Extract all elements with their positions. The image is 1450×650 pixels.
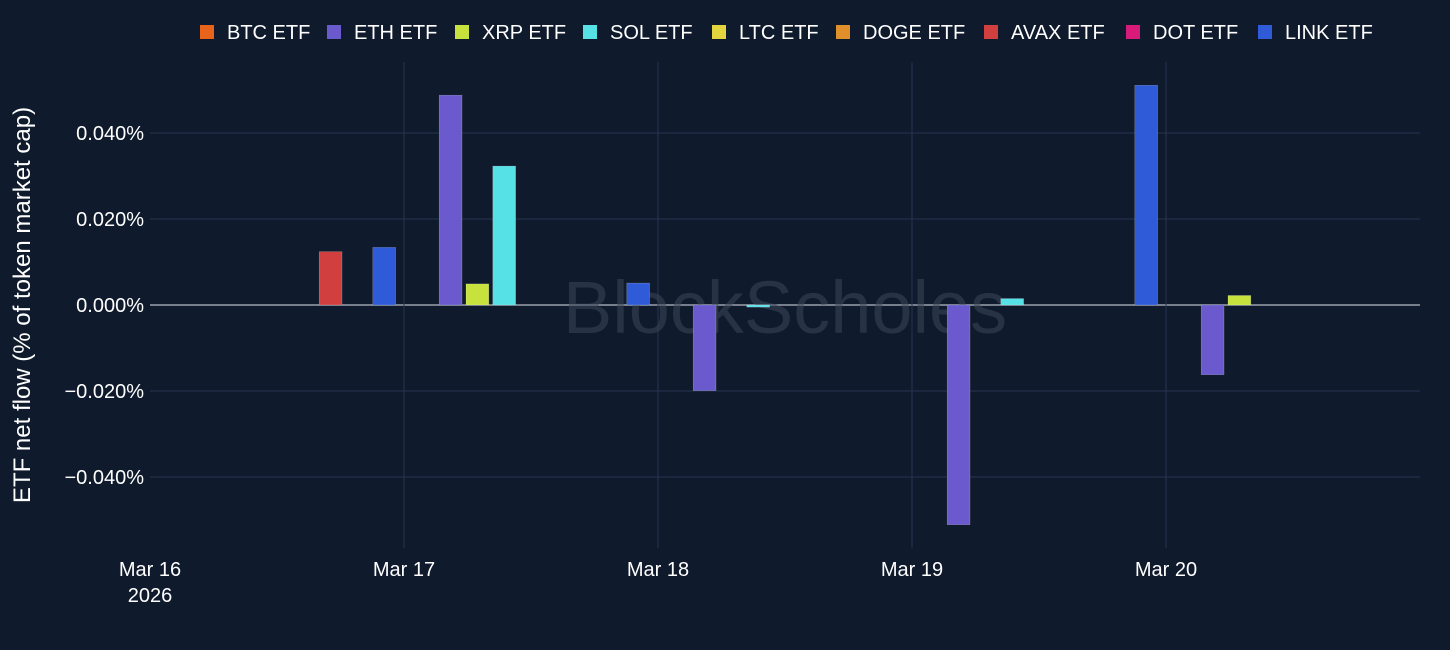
legend-swatch <box>836 25 850 39</box>
legend-item-link-etf[interactable]: LINK ETF <box>1258 22 1373 44</box>
legend[interactable]: BTC ETF ETH ETF XRP ETF SOL ETF LTC ETF DOGE … <box>200 22 1373 44</box>
legend-item-dot-etf[interactable]: DOT ETF <box>1126 22 1238 44</box>
legend-label: XRP ETF <box>482 22 566 44</box>
bar-eth-etf-mar-18[interactable] <box>692 304 717 391</box>
legend-swatch <box>712 25 726 39</box>
bar-sol-etf-mar-19[interactable] <box>1000 298 1024 306</box>
bar-avax-etf-mar-16[interactable] <box>318 251 343 306</box>
legend-swatch <box>455 25 469 39</box>
legend-swatch <box>583 25 597 39</box>
bar-xrp-etf-mar-20[interactable] <box>1227 295 1252 306</box>
legend-label: LINK ETF <box>1285 22 1373 44</box>
bar-eth-etf-mar-17[interactable] <box>438 94 463 306</box>
legend-label: DOT ETF <box>1153 22 1238 44</box>
legend-swatch <box>327 25 341 39</box>
bar-eth-etf-mar-20[interactable] <box>1200 304 1225 375</box>
legend-swatch <box>984 25 998 39</box>
legend-item-ltc-etf[interactable]: LTC ETF <box>712 22 819 44</box>
x-tick-label: Mar 17 <box>373 559 435 581</box>
watermark: BlockScholes <box>563 266 1007 349</box>
legend-label: ETH ETF <box>354 22 437 44</box>
bar-sol-etf-mar-17[interactable] <box>492 165 516 306</box>
y-tick-label: −0.020% <box>64 381 144 403</box>
y-tick-label: −0.040% <box>64 467 144 489</box>
y-tick-label: 0.020% <box>76 209 144 231</box>
legend-item-doge-etf[interactable]: DOGE ETF <box>836 22 965 44</box>
bar-link-etf-mar-16[interactable] <box>372 247 396 306</box>
bars <box>318 85 1252 525</box>
bar-link-etf-mar-17[interactable] <box>626 282 650 306</box>
legend-label: SOL ETF <box>610 22 693 44</box>
y-axis-ticks: −0.040% −0.020% 0.000% 0.020% 0.040% <box>64 123 144 489</box>
legend-swatch <box>1126 25 1140 39</box>
x-tick-label: Mar 19 <box>881 559 943 581</box>
legend-item-sol-etf[interactable]: SOL ETF <box>583 22 693 44</box>
legend-label: AVAX ETF <box>1011 22 1105 44</box>
x-tick-label: Mar 16 2026 <box>119 559 181 607</box>
legend-swatch <box>1258 25 1272 39</box>
y-axis-title: ETF net flow (% of token market cap) <box>9 107 36 503</box>
bar-link-etf-mar-19[interactable] <box>1134 85 1158 306</box>
bar-sol-etf-mar-18[interactable] <box>746 304 770 308</box>
grid-lines <box>150 62 1420 548</box>
y-tick-label: 0.040% <box>76 123 144 145</box>
legend-item-eth-etf[interactable]: ETH ETF <box>327 22 437 44</box>
legend-label: DOGE ETF <box>863 22 965 44</box>
y-tick-label: 0.000% <box>76 295 144 317</box>
legend-label: LTC ETF <box>739 22 819 44</box>
legend-label: BTC ETF <box>227 22 310 44</box>
bar-eth-etf-mar-19[interactable] <box>946 304 971 525</box>
x-tick-label: Mar 18 <box>627 559 689 581</box>
x-axis-ticks: Mar 16 2026 Mar 17 Mar 18 Mar 19 Mar 20 <box>119 559 1197 607</box>
bar-xrp-etf-mar-17[interactable] <box>465 283 490 306</box>
legend-swatch <box>200 25 214 39</box>
legend-item-xrp-etf[interactable]: XRP ETF <box>455 22 566 44</box>
legend-item-avax-etf[interactable]: AVAX ETF <box>984 22 1105 44</box>
x-tick-label: Mar 20 <box>1135 559 1197 581</box>
legend-item-btc-etf[interactable]: BTC ETF <box>200 22 310 44</box>
